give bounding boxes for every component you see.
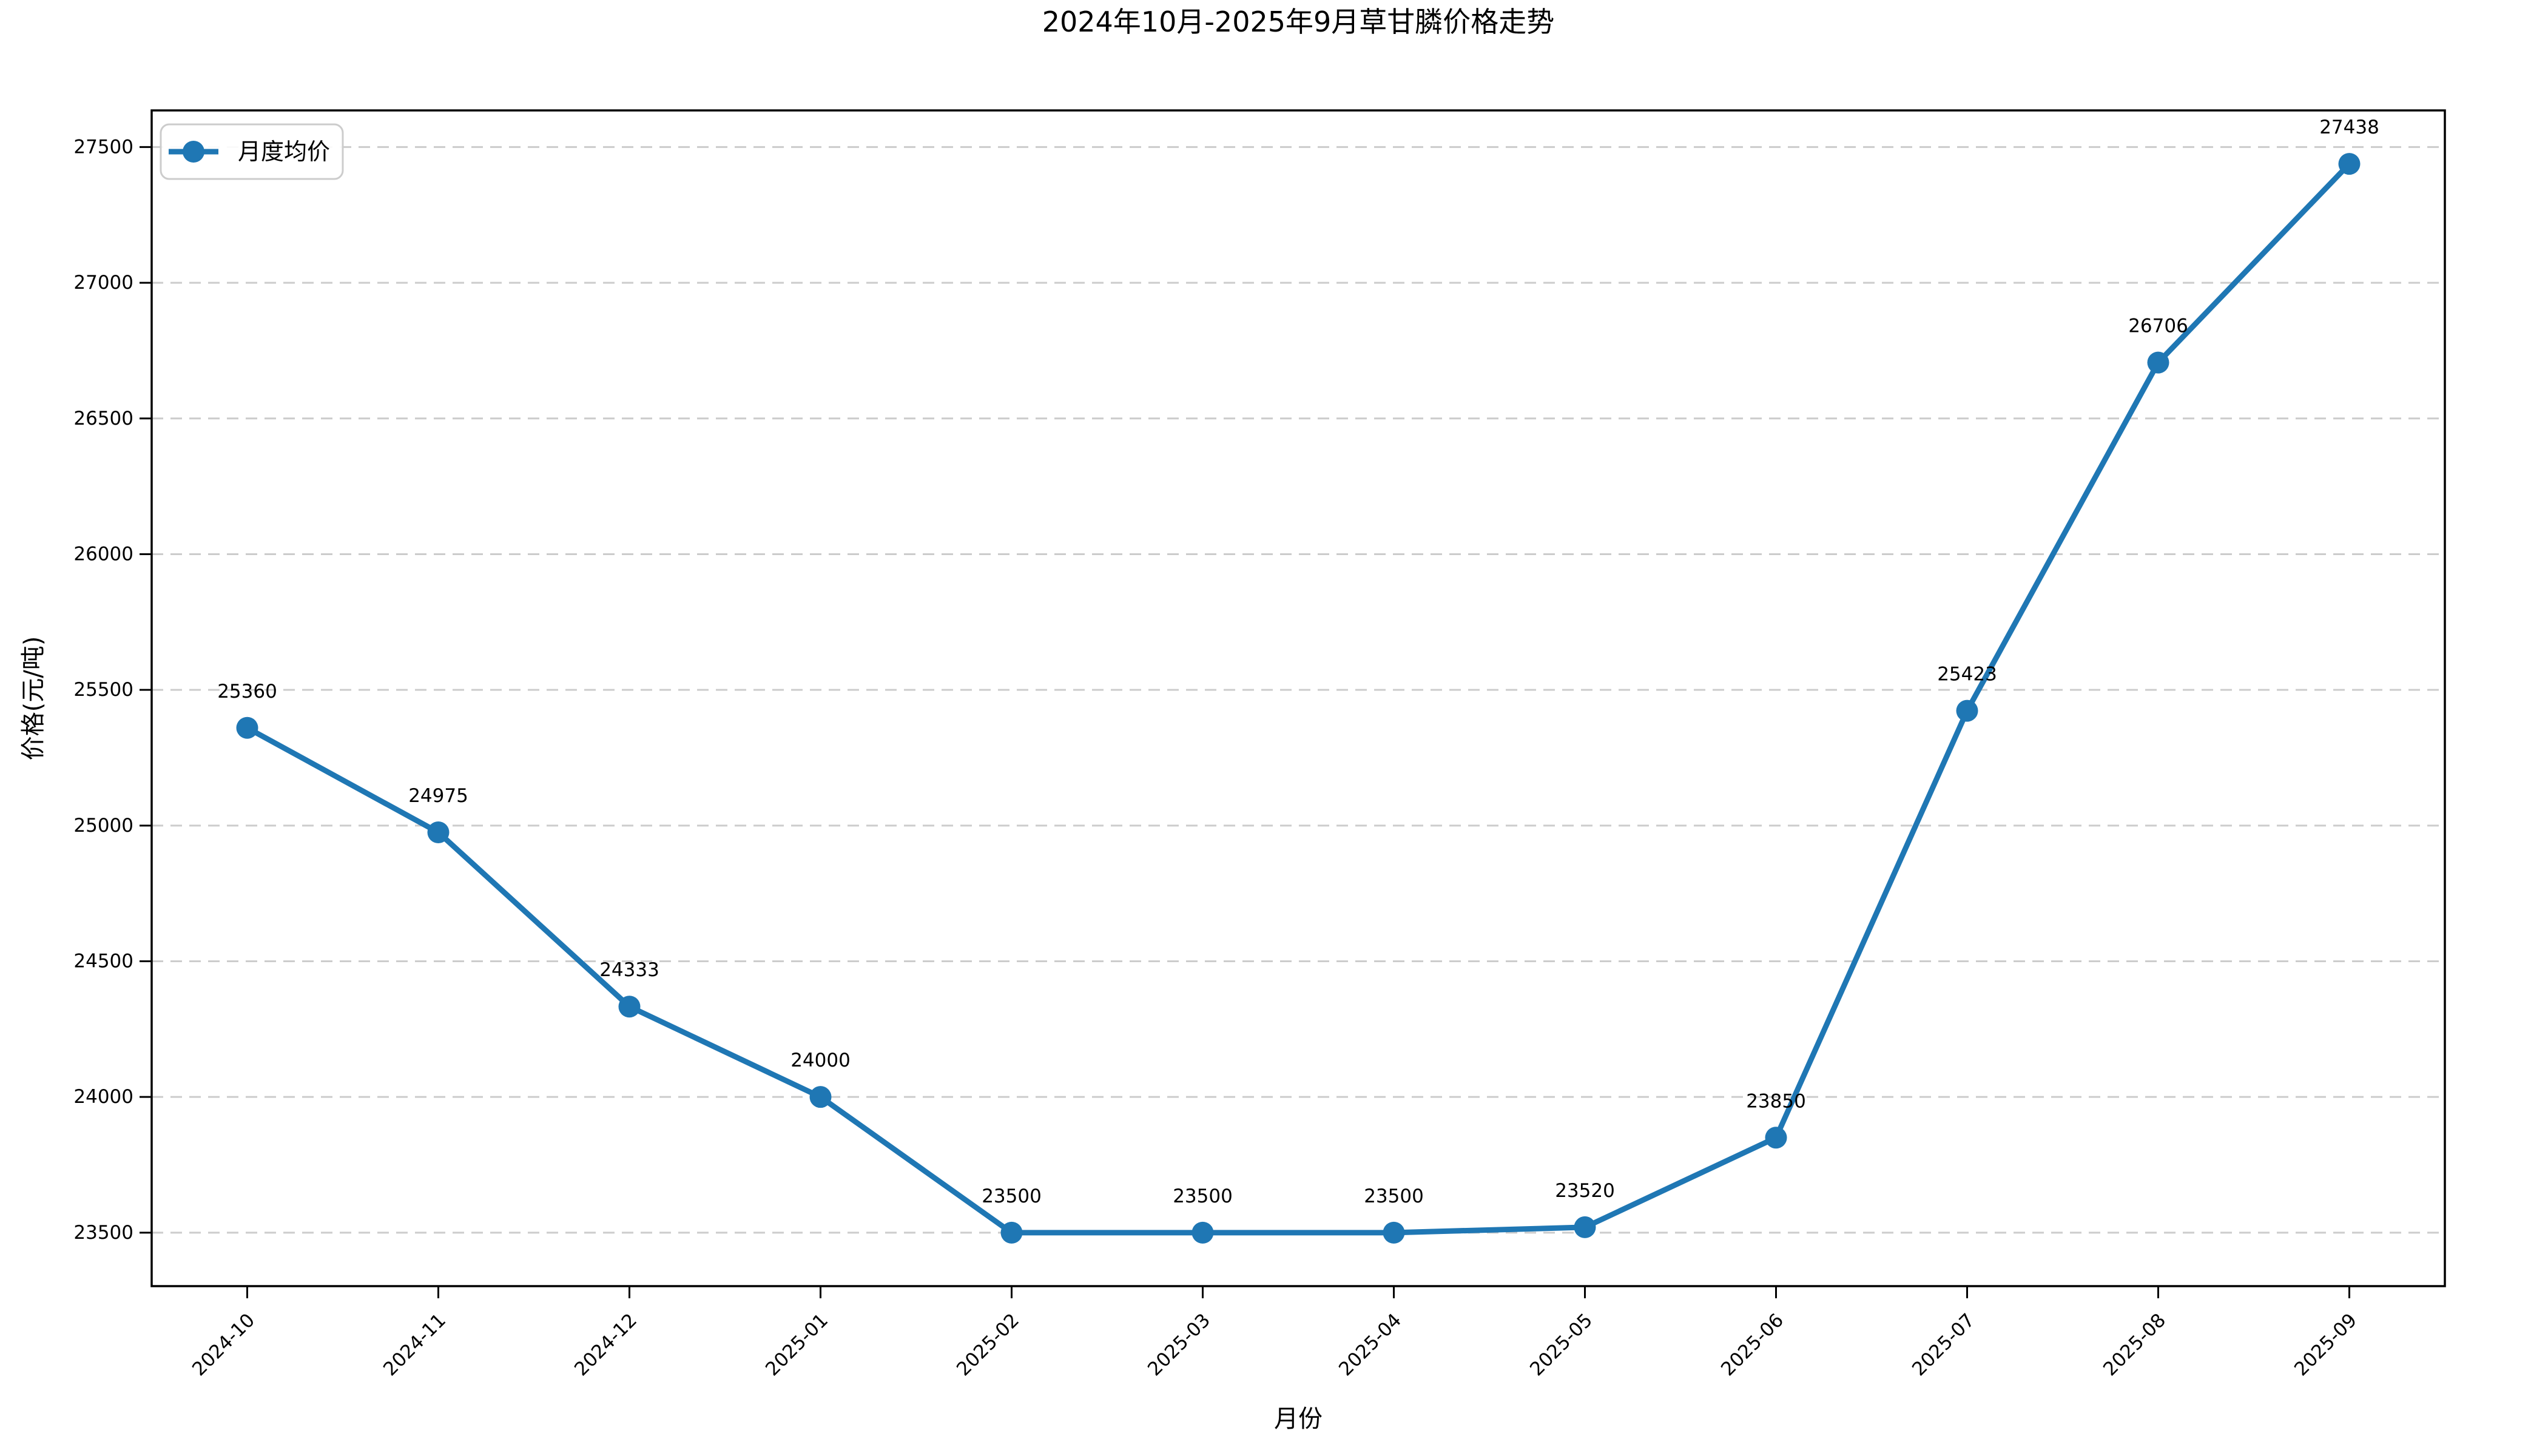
y-tick-label: 24000 (73, 1086, 133, 1108)
data-point-label: 27438 (2319, 116, 2379, 138)
data-point-marker (1000, 1221, 1023, 1244)
y-tick-label: 26500 (73, 408, 133, 430)
data-point-label: 24000 (790, 1050, 851, 1071)
data-point-marker (809, 1086, 832, 1108)
x-tick-labels: 2024-10 2024-11 2024-12 2025-01 2025-02 2025-… (188, 1309, 2361, 1380)
x-tick-label: 2025-04 (1335, 1309, 1406, 1380)
y-tick-label: 27000 (73, 272, 133, 294)
x-tick-label: 2025-08 (2099, 1309, 2170, 1380)
x-tick-label: 2024-10 (188, 1309, 259, 1380)
data-point-marker (618, 996, 641, 1018)
data-point-labels: 25360 24975 24333 24000 23500 23500 23500 23520… (217, 116, 2379, 1207)
x-tick-label: 2025-06 (1717, 1309, 1788, 1380)
y-tick-label: 25000 (73, 815, 133, 837)
data-point-marker (2147, 351, 2169, 374)
data-point-marker (427, 821, 450, 843)
data-point-marker (1574, 1216, 1596, 1238)
x-tick-label: 2024-11 (379, 1309, 450, 1380)
data-point-label: 23500 (982, 1185, 1042, 1207)
y-tick-label: 27500 (73, 136, 133, 158)
plot-border (150, 109, 2446, 1287)
legend-box (160, 123, 344, 180)
series-monthly-price (236, 153, 2361, 1244)
data-point-label: 23500 (1364, 1185, 1424, 1207)
data-point-marker (2338, 153, 2361, 175)
data-point-label: 24333 (599, 959, 659, 981)
y-tick-labels: 23500 24000 24500 25000 25500 26000 26500 27000… (73, 136, 133, 1243)
x-tick-label: 2025-07 (1908, 1309, 1979, 1380)
y-tick-label: 23500 (73, 1222, 133, 1244)
data-point-marker (1956, 699, 1978, 722)
data-point-label: 25360 (217, 681, 277, 703)
x-tick-label: 2024-12 (570, 1309, 641, 1380)
legend: 月度均价 (160, 123, 344, 180)
data-point-marker (1383, 1221, 1405, 1244)
x-tick-label: 2025-02 (952, 1309, 1023, 1380)
data-point-label: 25423 (1937, 664, 1997, 686)
legend-label: 月度均价 (238, 138, 330, 165)
data-point-label: 26706 (2128, 315, 2188, 337)
x-tick-label: 2025-09 (2290, 1309, 2361, 1380)
gridlines (152, 146, 2445, 1234)
axis-ticks (140, 146, 2350, 1298)
y-tick-label: 25500 (73, 679, 133, 701)
price-trend-line (244, 161, 2352, 1236)
y-tick-label: 24500 (73, 951, 133, 972)
data-point-marker (1765, 1127, 1787, 1149)
data-point-label: 23520 (1555, 1180, 1615, 1202)
x-axis-label: 月份 (1274, 1405, 1323, 1433)
y-axis-label: 价格(元/吨) (19, 636, 47, 761)
data-point-label: 23500 (1173, 1185, 1233, 1207)
data-point-marker (236, 716, 258, 739)
legend-marker-icon (183, 141, 204, 163)
data-point-marker (1191, 1221, 1214, 1244)
y-tick-label: 26000 (73, 543, 133, 565)
x-tick-label: 2025-05 (1526, 1309, 1597, 1380)
x-tick-label: 2025-03 (1144, 1309, 1215, 1380)
chart-title: 2024年10月-2025年9月草甘膦价格走势 (1042, 5, 1555, 38)
data-point-label: 23850 (1746, 1090, 1806, 1112)
data-point-label: 24975 (408, 785, 468, 807)
x-tick-label: 2025-01 (761, 1309, 832, 1380)
